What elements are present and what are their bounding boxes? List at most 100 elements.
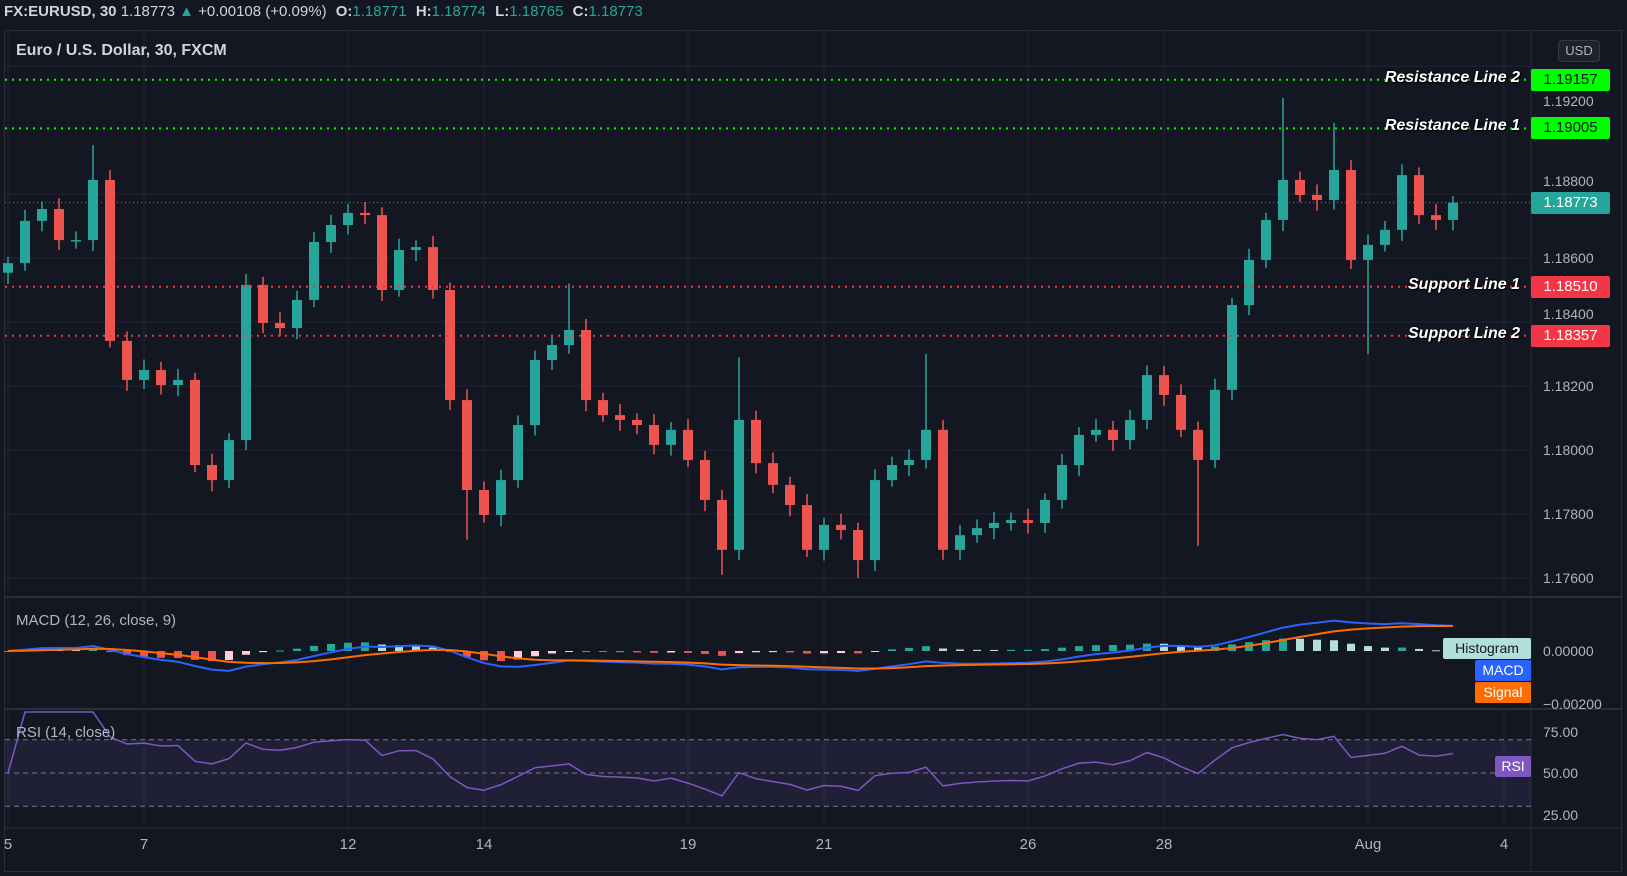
histogram-bar [1058, 647, 1066, 651]
candle-body [258, 284, 268, 323]
level-name: Support Line 2 [1408, 324, 1520, 342]
histogram-bar [327, 643, 335, 651]
symbol-name[interactable]: FX:EURUSD, 30 [4, 3, 117, 20]
histogram-bar [1330, 640, 1338, 651]
candle-body [394, 250, 404, 290]
histogram-bar [1041, 649, 1049, 651]
histogram-bar [990, 649, 998, 651]
histogram-bar [106, 651, 114, 652]
candle-body [1057, 465, 1067, 500]
candle-body [1142, 375, 1152, 420]
histogram-bar [463, 651, 471, 657]
candle-body [1380, 229, 1390, 245]
candle-body [1125, 419, 1135, 441]
histogram-bar [1415, 648, 1423, 651]
candle-body [105, 179, 115, 341]
histogram-bar [208, 651, 216, 662]
candle-body [479, 490, 489, 515]
histogram-bar [1313, 639, 1321, 651]
candle-body [870, 480, 880, 561]
candle-body [1346, 170, 1356, 260]
rsi-axis-label: 25.00 [1543, 806, 1579, 823]
candle-body [1006, 520, 1016, 523]
price-axis-label: 1.18600 [1543, 250, 1594, 266]
chart-title: Euro / U.S. Dollar, 30, FXCM [16, 42, 227, 59]
histogram-bar [582, 651, 590, 652]
histogram-bar [769, 651, 777, 653]
histogram-bar [905, 647, 913, 651]
currency-button[interactable]: USD [1558, 40, 1600, 62]
candle-body [190, 379, 200, 466]
histogram-bar [650, 651, 658, 653]
histogram-bar [548, 651, 556, 654]
histogram-bar [701, 651, 709, 655]
time-axis-label: Aug [1354, 836, 1382, 853]
histogram-bar [310, 645, 318, 651]
macd-label: MACD [1475, 660, 1531, 681]
candle-body [275, 322, 285, 329]
candle-body [1210, 389, 1220, 460]
histogram-bar [1432, 650, 1440, 652]
open-value: 1.18771 [352, 3, 407, 20]
macd-line [7, 619, 1454, 672]
histogram-bar [344, 642, 352, 651]
histogram-bar [854, 651, 862, 654]
high-label: H: [415, 3, 432, 20]
histogram-bar [956, 649, 964, 651]
histogram-bar [225, 651, 233, 661]
histogram-bar [276, 650, 284, 652]
candle-body [377, 215, 387, 290]
histogram-bar [242, 651, 250, 655]
histogram-bar [939, 648, 947, 651]
candle-body [173, 379, 183, 386]
histogram-bar [735, 651, 743, 654]
candle-body [428, 247, 438, 290]
histogram-label: Histogram [1443, 638, 1531, 659]
candle-body [853, 530, 863, 561]
histogram-bar [616, 651, 624, 653]
time-axis-label: 4 [1499, 836, 1509, 853]
histogram-bar [1381, 647, 1389, 651]
histogram-bar [259, 651, 267, 653]
candle-body [785, 484, 795, 506]
time-axis-label: 28 [1155, 836, 1173, 853]
close-label: C: [572, 3, 589, 20]
candle-body [360, 212, 370, 216]
candle-body [1312, 194, 1322, 201]
candle-body [547, 345, 557, 361]
candle-body [1261, 219, 1271, 260]
histogram-bar [4, 651, 12, 652]
up-arrow-icon: ▲ [179, 3, 194, 20]
rsi-line [7, 711, 1454, 797]
candle-body [666, 429, 676, 445]
time-axis-label: 5 [3, 836, 13, 853]
histogram-bar [123, 651, 131, 656]
candle-body [938, 429, 948, 550]
candle-body [20, 220, 30, 264]
candle-body [207, 465, 217, 481]
candle-body [1159, 375, 1169, 395]
histogram-bar [803, 651, 811, 654]
candle-body [1176, 394, 1186, 430]
candle-body [3, 263, 13, 273]
candle-body [1278, 179, 1288, 220]
candle-body [1227, 305, 1237, 390]
low-value: 1.18765 [509, 3, 564, 20]
low-label: L: [495, 3, 510, 20]
candle-body [734, 419, 744, 550]
candle-body [445, 290, 455, 401]
candle-body [615, 415, 625, 420]
histogram-bar [191, 651, 199, 660]
candle-body [54, 209, 64, 241]
histogram-bar [1398, 647, 1406, 651]
candle-body [887, 465, 897, 481]
candle-body [156, 370, 166, 386]
last-price: 1.18773 [120, 3, 175, 20]
time-axis-label: 21 [815, 836, 833, 853]
rsi-value-label: RSI [1495, 756, 1531, 777]
candle-body [1295, 179, 1305, 195]
histogram-bar [480, 651, 488, 661]
histogram-bar [514, 651, 522, 660]
candle-body [632, 419, 642, 426]
